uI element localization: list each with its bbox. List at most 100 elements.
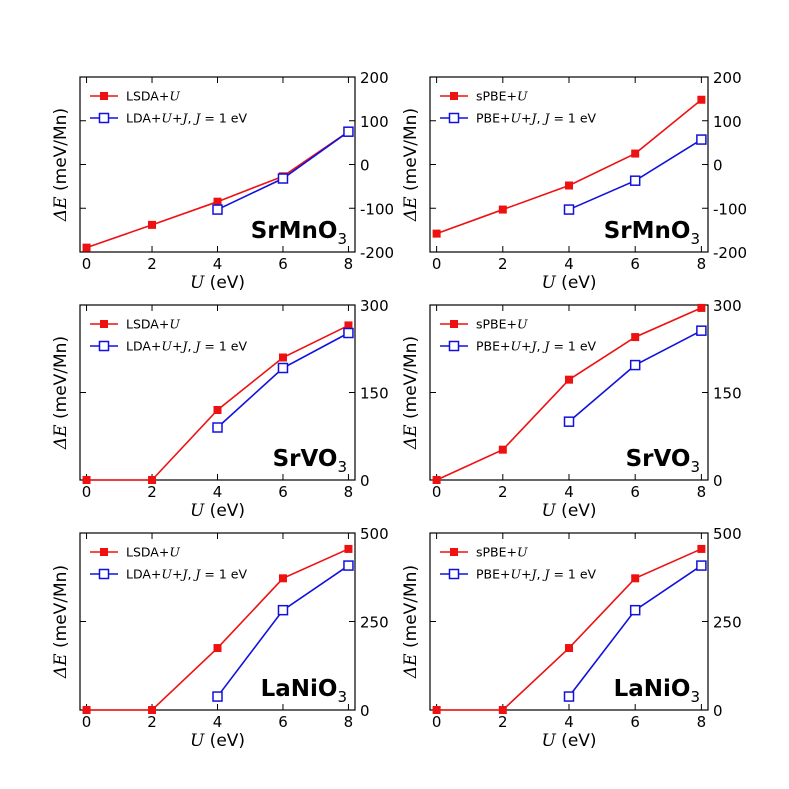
data-point-series-1 — [213, 644, 222, 653]
legend-label: PBE+U+J, J = 1 eV — [476, 111, 597, 126]
x-tick-label: 2 — [498, 483, 508, 501]
x-tick-label: 2 — [147, 483, 157, 501]
y-tick-label: 200 — [360, 69, 389, 87]
y-axis-label: ΔE (meV/Mn) — [401, 565, 421, 679]
legend-marker — [448, 112, 460, 124]
x-tick-label: 8 — [344, 483, 354, 501]
x-axis-label: U (eV) — [541, 731, 596, 751]
x-tick-label: 4 — [564, 713, 574, 731]
data-point-series-1 — [498, 445, 507, 454]
data-point-series-1 — [278, 574, 287, 583]
x-axis-label: U (eV) — [190, 731, 245, 751]
data-point-series-2 — [629, 359, 641, 371]
legend-label: PBE+U+J, J = 1 eV — [476, 339, 597, 354]
y-tick-label: 250 — [360, 614, 389, 632]
x-tick-label: 6 — [630, 255, 640, 273]
y-tick-label: 200 — [713, 69, 742, 87]
data-point-series-2 — [277, 173, 289, 184]
x-tick-label: 8 — [697, 255, 707, 273]
panel-6: 0 2 4 6 8 500 250 0 U (eV) ΔE (meV/Mn) sPBE+U PBE+U… — [401, 525, 742, 751]
data-point-series-2 — [696, 560, 707, 571]
y-tick-label: 300 — [713, 297, 742, 315]
legend-label: sPBE+U — [476, 317, 528, 332]
x-tick-label: 0 — [82, 483, 92, 501]
data-point-series-2 — [696, 325, 707, 336]
data-point-series-1 — [631, 574, 640, 583]
material-label: LaNiO3 — [261, 676, 347, 706]
x-tick-label: 4 — [213, 483, 223, 501]
legend-label: LDA+U+J, J = 1 eV — [126, 111, 247, 126]
y-tick-label: 500 — [360, 525, 389, 543]
x-axis-label: U (eV) — [541, 501, 596, 521]
x-tick-label: 6 — [278, 713, 288, 731]
data-point-series-1 — [432, 706, 441, 714]
data-point-series-1 — [148, 220, 157, 229]
y-tick-label: 0 — [360, 702, 370, 720]
data-point-series-1 — [213, 197, 222, 206]
x-tick-label: 4 — [564, 483, 574, 501]
data-point-series-1 — [432, 229, 441, 238]
y-tick-label: 250 — [713, 614, 742, 632]
y-tick-label: 500 — [713, 525, 742, 543]
y-tick-label: 150 — [360, 385, 389, 403]
legend-label: sPBE+U — [476, 545, 528, 560]
legend-label: LSDA+U — [126, 317, 180, 332]
data-point-series-1 — [498, 205, 507, 214]
data-point-series-2 — [563, 691, 575, 702]
y-tick-label: -100 — [360, 200, 394, 218]
x-tick-label: 0 — [432, 255, 442, 273]
x-tick-label: 6 — [630, 713, 640, 731]
data-point-series-2 — [629, 604, 641, 616]
x-tick-label: 4 — [213, 713, 223, 731]
y-tick-label: 0 — [713, 157, 723, 175]
x-tick-label: 8 — [344, 713, 354, 731]
material-label: SrVO3 — [626, 446, 700, 476]
legend-label: LSDA+U — [126, 89, 180, 104]
x-tick-label: 2 — [498, 255, 508, 273]
y-axis-label: ΔE (meV/Mn) — [401, 336, 421, 450]
data-point-series-1 — [697, 95, 706, 104]
x-tick-label: 8 — [344, 255, 354, 273]
legend-marker — [100, 548, 108, 556]
legend-label: LSDA+U — [126, 545, 180, 560]
data-point-series-2 — [563, 416, 575, 427]
x-tick-label: 2 — [498, 713, 508, 731]
legend-label: LDA+U+J, J = 1 eV — [126, 339, 247, 354]
legend-marker — [450, 548, 458, 556]
legend-marker — [98, 340, 110, 352]
data-point-series-1 — [631, 333, 640, 342]
y-tick-label: 100 — [713, 113, 742, 131]
y-axis-label: ΔE (meV/Mn) — [51, 108, 71, 222]
series-line-2 — [217, 131, 349, 211]
y-tick-label: -100 — [713, 200, 747, 218]
x-tick-label: 0 — [432, 713, 442, 731]
y-tick-label: -200 — [360, 244, 394, 262]
data-point-series-1 — [498, 706, 507, 714]
y-tick-label: 100 — [360, 113, 389, 131]
y-tick-label: 0 — [360, 157, 370, 175]
y-tick-label: -200 — [713, 244, 747, 262]
x-tick-label: 6 — [278, 483, 288, 501]
material-label: SrVO3 — [273, 446, 347, 476]
legend-marker — [448, 340, 460, 352]
legend-marker — [98, 112, 110, 124]
legend-marker — [100, 92, 108, 100]
legend-marker — [100, 320, 108, 328]
y-tick-label: 300 — [360, 297, 389, 315]
legend-label: LDA+U+J, J = 1 eV — [126, 567, 247, 582]
data-point-series-1 — [631, 149, 640, 158]
data-point-series-2 — [277, 604, 289, 616]
y-axis-label: ΔE (meV/Mn) — [51, 565, 71, 679]
data-point-series-1 — [344, 544, 353, 553]
x-tick-label: 0 — [432, 483, 442, 501]
data-point-series-1 — [82, 476, 91, 484]
y-axis-label: ΔE (meV/Mn) — [401, 108, 421, 222]
data-point-series-1 — [432, 476, 441, 484]
y-axis-label: ΔE (meV/Mn) — [51, 336, 71, 450]
data-point-series-2 — [343, 327, 354, 339]
data-point-series-1 — [565, 181, 573, 190]
legend-label: PBE+U+J, J = 1 eV — [476, 567, 597, 582]
panel-4: 0 2 4 6 8 300 150 0 U (eV) ΔE (meV/Mn) sPBE+U PBE+U… — [401, 297, 742, 521]
x-tick-label: 4 — [213, 255, 223, 273]
